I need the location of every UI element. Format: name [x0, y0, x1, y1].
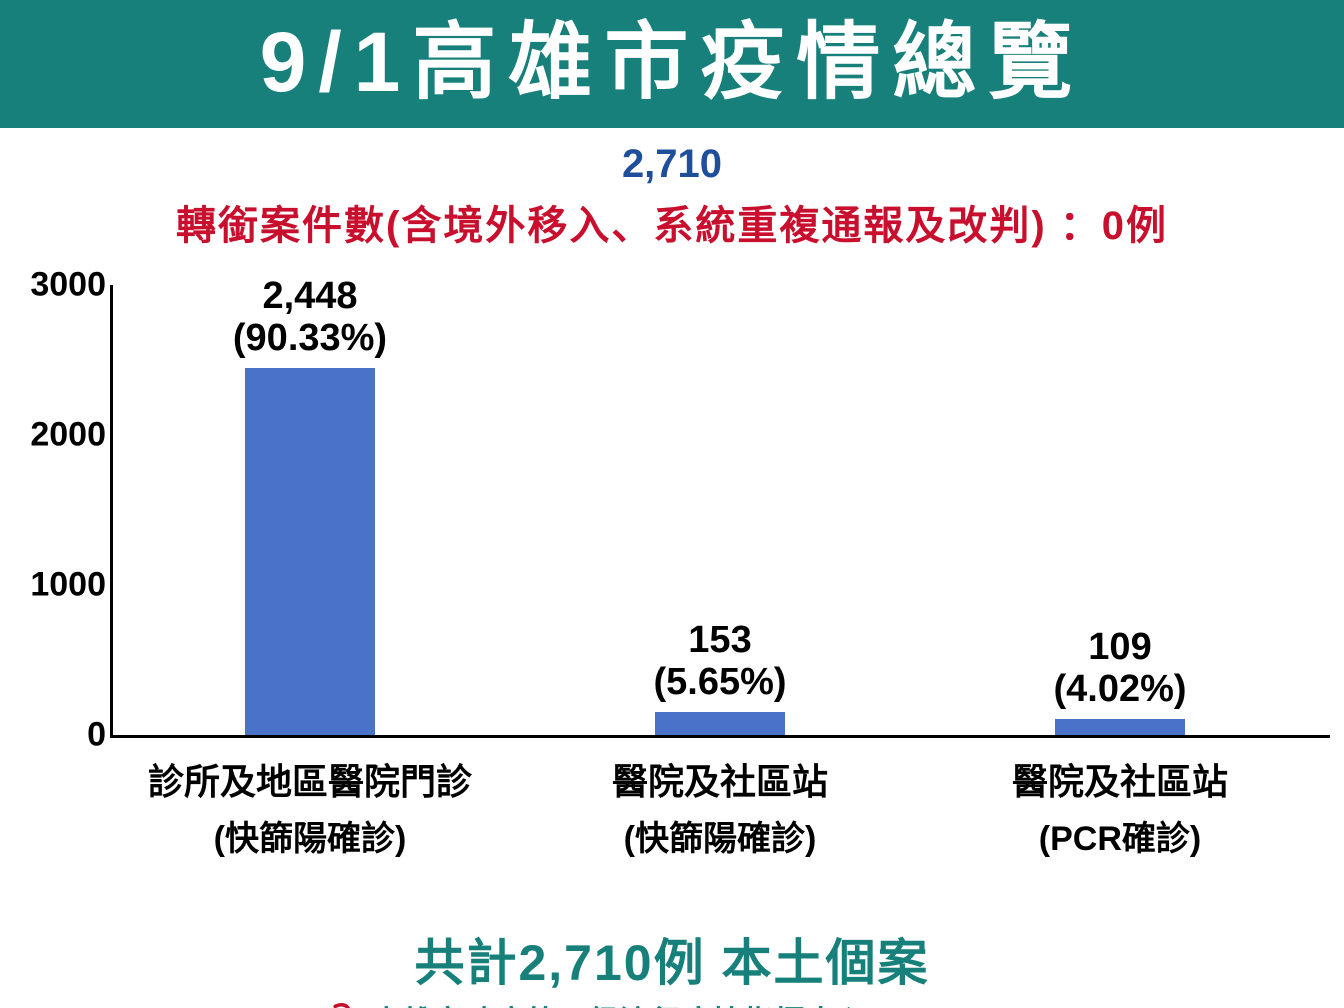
- category-label: 診所及地區醫院門診(快篩陽確診): [110, 753, 510, 860]
- city-logo-icon: [328, 1001, 364, 1008]
- bar: [245, 368, 375, 735]
- bar-value-label: 2,448(90.33%): [120, 276, 500, 360]
- category-label: 醫院及社區站(快篩陽確診): [520, 753, 920, 860]
- x-axis: [110, 735, 1330, 738]
- footer-source: 高雄市政府第一級流行疫情指揮中心 111.09.01: [372, 997, 1017, 1008]
- y-tick-label: 0: [87, 716, 106, 755]
- bar: [1055, 719, 1185, 735]
- y-axis: [110, 285, 113, 735]
- footer-subrow: 高雄市政府第一級流行疫情指揮中心 111.09.01: [0, 997, 1344, 1008]
- y-tick-label: 3000: [30, 266, 106, 305]
- bar-value-label: 109(4.02%): [930, 627, 1310, 711]
- footer-summary: 共計2,710例 本土個案: [0, 923, 1344, 995]
- bar-value-label: 153(5.65%): [530, 620, 910, 704]
- y-tick-label: 1000: [30, 566, 106, 605]
- category-label: 醫院及社區站(PCR確診): [920, 753, 1320, 860]
- title-text: 9/1高雄市疫情總覽: [0, 18, 1344, 106]
- total-count: 2,710: [0, 142, 1344, 187]
- bar: [655, 712, 785, 735]
- transfer-note: 轉銜案件數(含境外移入、系統重複通報及改判) ：0例: [0, 193, 1344, 251]
- footer: 共計2,710例 本土個案 高雄市政府第一級流行疫情指揮中心 111.09.01: [0, 923, 1344, 1008]
- bar-chart: 01000200030002,448(90.33%)診所及地區醫院門診(快篩陽確…: [0, 255, 1344, 775]
- y-tick-label: 2000: [30, 416, 106, 455]
- title-banner: 9/1高雄市疫情總覽: [0, 0, 1344, 128]
